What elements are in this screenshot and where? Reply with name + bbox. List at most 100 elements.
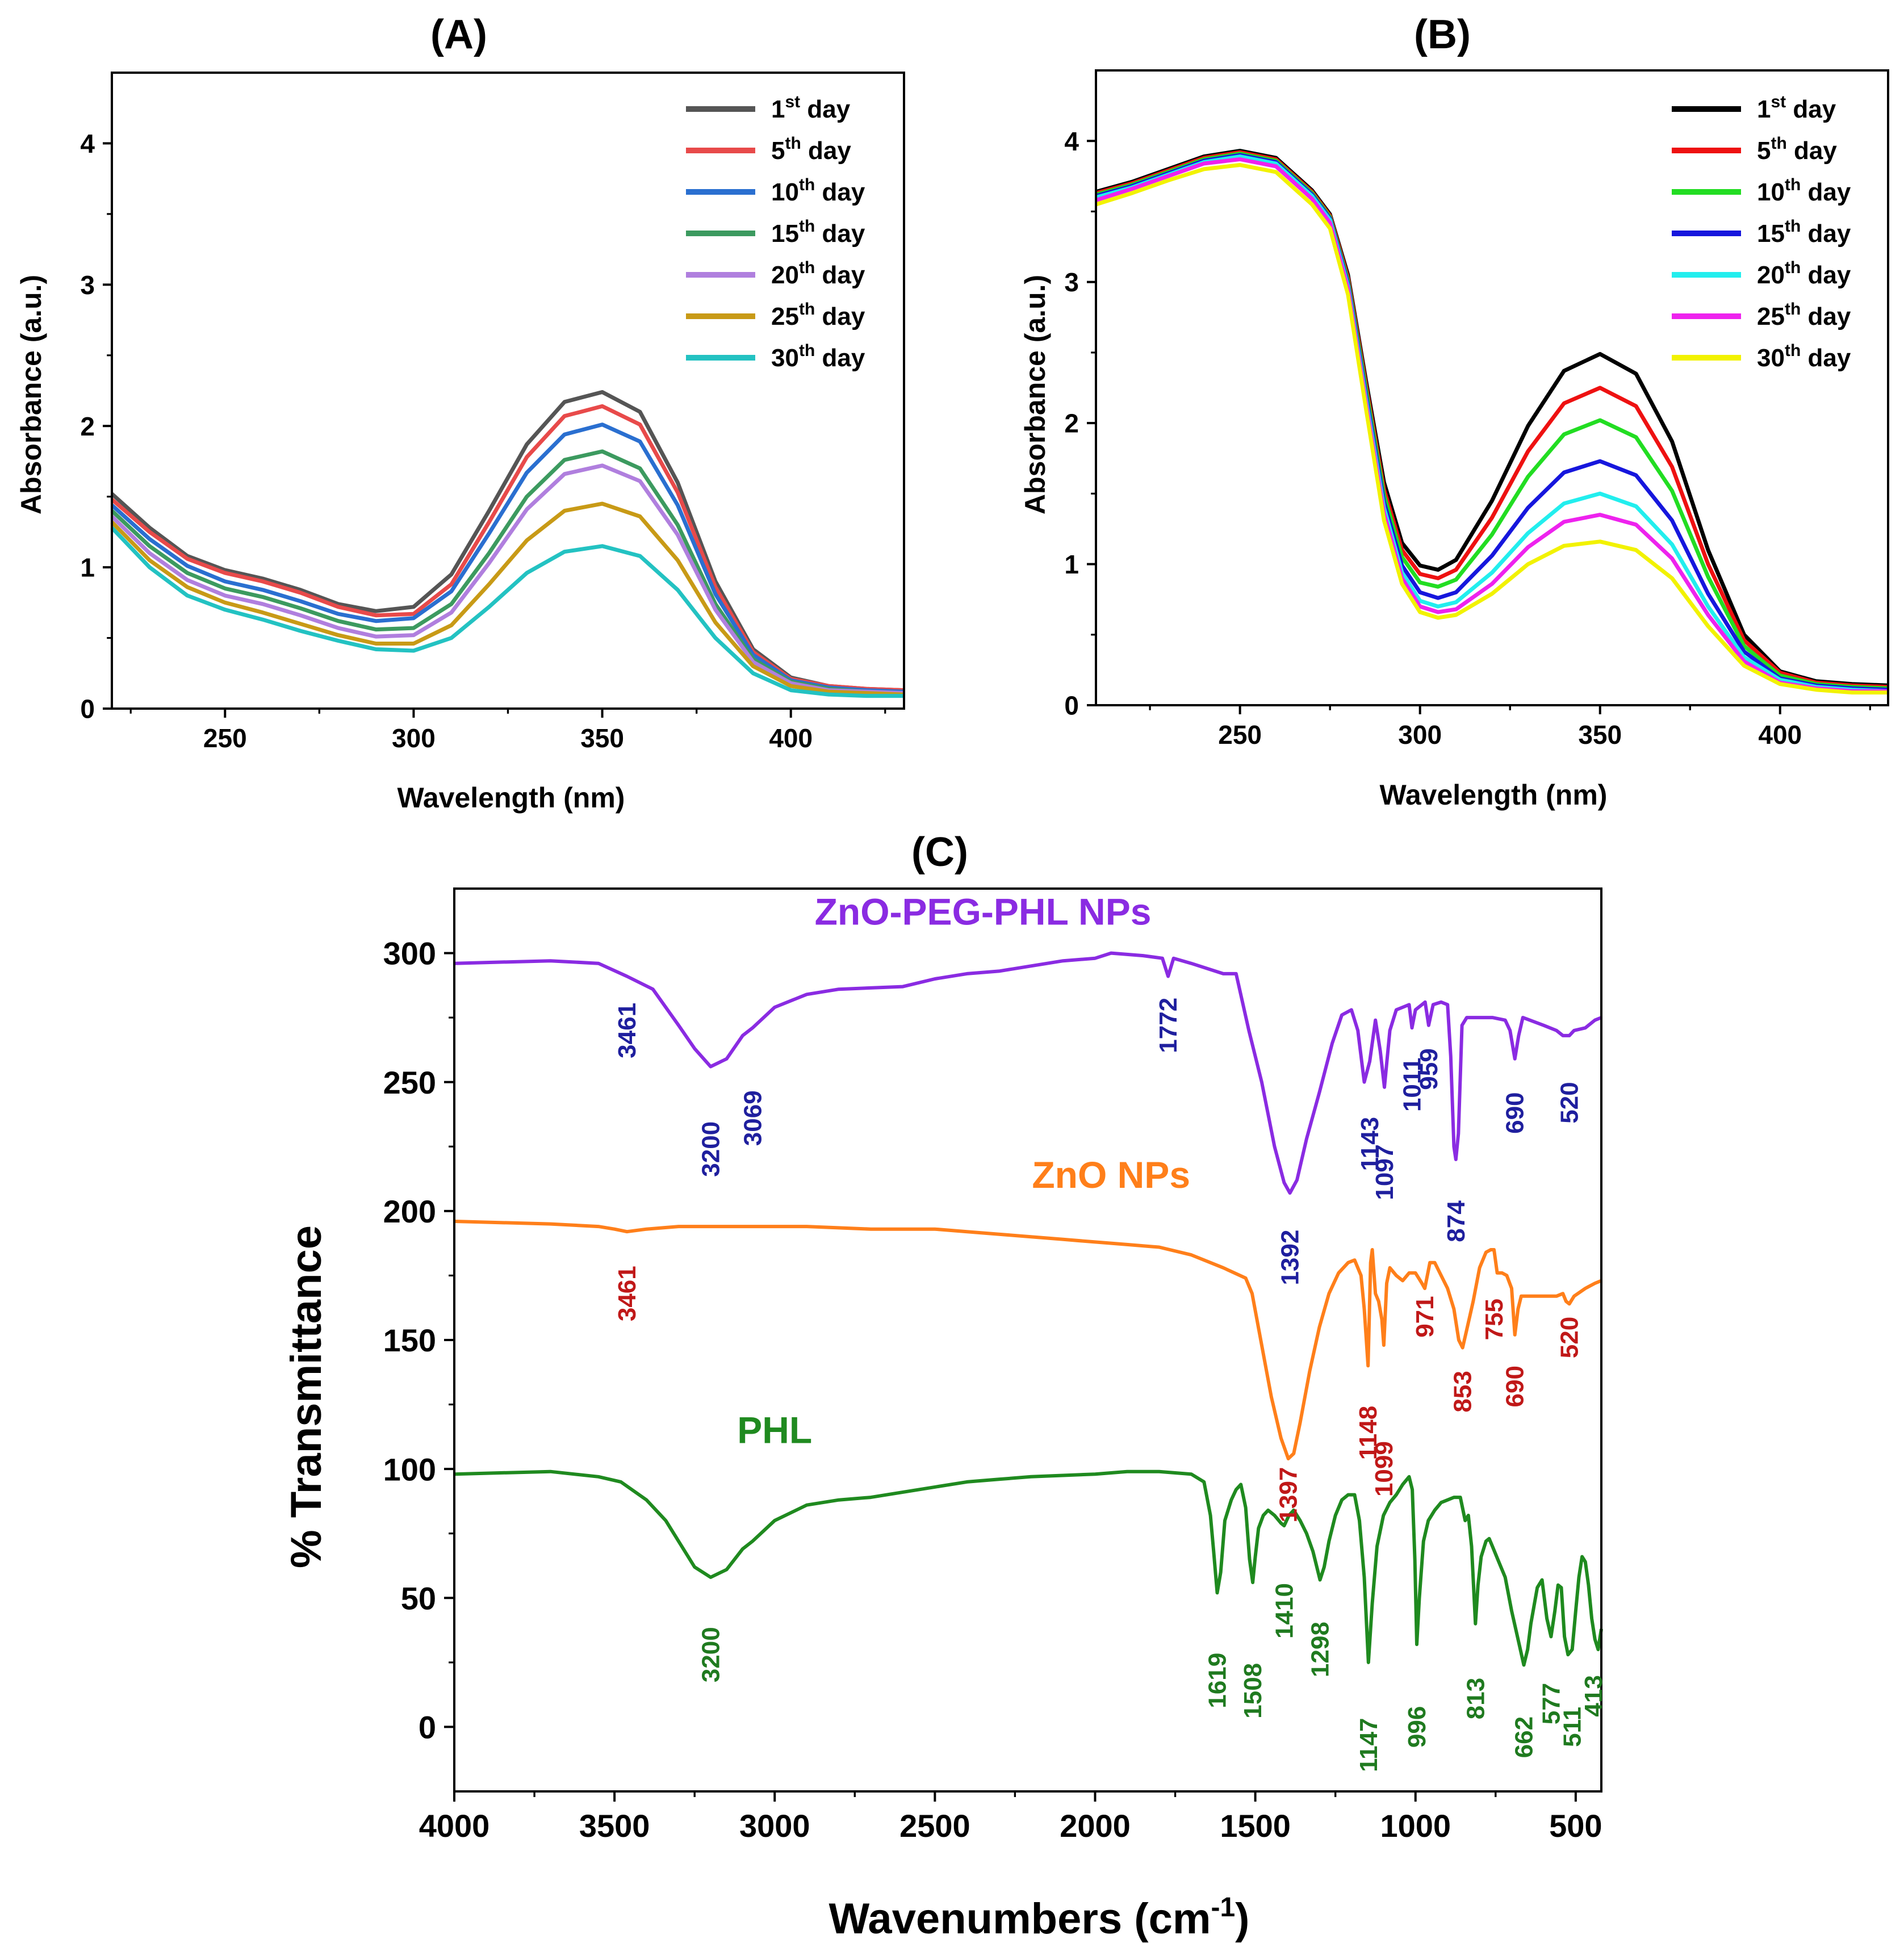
panel-c-peak-annotation: 1099 <box>1370 1441 1398 1497</box>
panel-c-peak-annotation: 853 <box>1449 1371 1477 1412</box>
panel-b-legend-entry: 1st day <box>1757 93 1836 123</box>
panel-a-legend-entry: 15th day <box>771 217 865 248</box>
panel-c-y-tick-label: 300 <box>383 936 436 972</box>
panel-b-uv-vis-chart: (B) 250 300 350 400 0 1 2 3 4 1st day 5th day 10th… <box>1019 12 1889 811</box>
panel-c-x-tick-label: 500 <box>1549 1808 1602 1844</box>
panel-c-x-tick-label: 1000 <box>1380 1808 1451 1844</box>
panel-c-peak-annotation: 996 <box>1403 1706 1431 1748</box>
panel-c-y-tick-label: 50 <box>401 1580 436 1616</box>
panel-b-series-line-5 <box>1095 157 1888 693</box>
panel-c-peak-annotation: 3200 <box>697 1121 725 1177</box>
panel-c-peak-annotation: 1147 <box>1355 1718 1383 1772</box>
panel-b-y-tick-label: 0 <box>1064 691 1079 721</box>
panel-a-x-tick-label: 300 <box>392 723 436 753</box>
panel-c-peak-annotation: 1143 <box>1356 1117 1384 1171</box>
panel-c-peak-annotation: 1298 <box>1307 1622 1334 1677</box>
panel-a-legend-entry: 20th day <box>771 258 865 289</box>
panel-a-series-line-2 <box>110 422 905 694</box>
panel-c-peak-annotation: 3200 <box>697 1627 725 1682</box>
panel-c-peak-annotation: 690 <box>1501 1092 1529 1133</box>
panel-c-peak-annotation: 1397 <box>1275 1467 1303 1523</box>
panel-c-peak-annotation: 959 <box>1415 1048 1443 1090</box>
panel-c-peak-annotation: 1097 <box>1371 1145 1399 1200</box>
panel-b-x-tick-label: 350 <box>1578 720 1622 749</box>
panel-b-y-tick-label: 4 <box>1064 127 1079 156</box>
panel-b-x-tick-label: 400 <box>1758 720 1802 749</box>
panel-a-label: (A) <box>430 12 487 57</box>
panel-c-y-tick-label: 0 <box>419 1710 436 1745</box>
panel-a-y-tick-label: 2 <box>80 412 95 441</box>
panel-c-peak-annotation: 690 <box>1501 1366 1529 1407</box>
panel-a-series-line-4 <box>110 463 905 696</box>
panel-a-legend: 1st day 5th day 10th day 15th day 20th day 25… <box>686 93 865 372</box>
panel-b-label: (B) <box>1414 12 1471 57</box>
panel-c-y-tick-label: 200 <box>383 1194 436 1229</box>
panel-a-y-tick-label: 4 <box>80 129 95 158</box>
panel-c-peak-annotation: 755 <box>1480 1299 1508 1340</box>
panel-c-series-label-0: ZnO-PEG-PHL NPs <box>815 891 1152 933</box>
panel-c-x-axis-label: Wavenumbers (cm-1) <box>829 1892 1250 1943</box>
panel-c-label: (C) <box>911 830 968 875</box>
panel-b-x-axis-label: Wavelength (nm) <box>1380 779 1608 811</box>
panel-c-peak-annotation: 971 <box>1411 1296 1439 1337</box>
panel-a-legend-entry: 25th day <box>771 300 865 330</box>
panel-a-x-tick-label: 350 <box>580 723 624 753</box>
panel-b-legend-entry: 25th day <box>1757 300 1851 330</box>
panel-c-x-tick-label: 1500 <box>1220 1808 1291 1844</box>
panel-a-legend-entry: 10th day <box>771 175 865 206</box>
panel-c-peak-annotation: 1508 <box>1239 1663 1267 1719</box>
panel-a-legend-entry: 5th day <box>771 134 851 165</box>
panel-c-y-tick-label: 150 <box>383 1322 436 1358</box>
panel-a-legend-entry: 30th day <box>771 341 865 372</box>
panel-c-peak-annotation: 511 <box>1559 1707 1587 1747</box>
panel-c-series-label-2: PHL <box>737 1409 812 1451</box>
panel-b-y-tick-label: 3 <box>1064 267 1079 297</box>
panel-b-x-tick-label: 250 <box>1218 720 1262 749</box>
panel-b-legend: 1st day 5th day 10th day 15th day 20th day 25… <box>1672 93 1851 372</box>
panel-b-y-tick-label: 1 <box>1064 550 1079 579</box>
panel-c-y-tick-label: 100 <box>383 1451 436 1487</box>
panel-a-series-line-5 <box>110 501 905 697</box>
panel-c-peak-annotation: 1619 <box>1204 1653 1232 1709</box>
panel-b-legend-entry: 10th day <box>1757 175 1851 206</box>
panel-c-series-label-1: ZnO NPs <box>1032 1154 1190 1196</box>
panel-c-peak-annotation: 874 <box>1442 1200 1470 1242</box>
panel-c-ftir-chart: (C) 4000 3500 3000 2500 2000 1500 1000 500 0 50 10… <box>282 830 1608 1943</box>
panel-a-plot-area: 250 300 350 400 0 1 2 3 4 <box>80 72 905 753</box>
panel-b-axes-frame <box>1095 69 1889 706</box>
panel-c-x-tick-label: 4000 <box>419 1808 490 1844</box>
panel-c-y-axis-label: % Transmittance <box>282 1225 330 1568</box>
panel-c-peak-annotation: 3069 <box>739 1090 767 1146</box>
panel-a-y-tick-label: 1 <box>80 553 95 583</box>
panel-a-x-tick-label: 400 <box>769 723 813 753</box>
panel-c-peak-annotation: 1148 <box>1354 1406 1382 1460</box>
panel-c-plot-area: 4000 3500 3000 2500 2000 1500 1000 500 0 50 100 150… <box>383 887 1608 1844</box>
panel-a-y-tick-label: 3 <box>80 270 95 300</box>
panel-a-x-axis-label: Wavelength (nm) <box>397 782 625 814</box>
panel-c-series-line-2 <box>454 1469 1603 1667</box>
panel-a-series-line-6 <box>110 526 904 698</box>
panel-a-y-axis-label: Absorbance (a.u.) <box>15 275 47 514</box>
panel-c-peak-annotation: 662 <box>1510 1716 1538 1758</box>
panel-b-plot-area: 250 300 350 400 0 1 2 3 4 <box>1064 69 1889 749</box>
panel-c-peak-annotation: 3461 <box>613 1003 641 1058</box>
panel-c-x-tick-label: 2000 <box>1060 1808 1131 1844</box>
panel-c-y-tick-label: 250 <box>383 1065 436 1100</box>
panel-c-peak-annotation: 1410 <box>1270 1583 1298 1639</box>
panel-c-peak-annotation: 1392 <box>1277 1230 1304 1285</box>
panel-c-peak-annotation: 3461 <box>613 1266 641 1321</box>
panel-a-legend-entry: 1st day <box>771 93 851 123</box>
panel-b-legend-entry: 15th day <box>1757 217 1851 248</box>
panel-c-x-tick-label: 3000 <box>739 1808 810 1844</box>
panel-b-legend-entry: 20th day <box>1757 258 1851 289</box>
panel-a-y-tick-label: 0 <box>80 694 95 724</box>
panel-c-peak-annotation: 577 <box>1537 1683 1565 1724</box>
panel-c-peak-annotation: 813 <box>1462 1678 1489 1719</box>
panel-c-series-line-0 <box>454 951 1602 1195</box>
panel-a-x-tick-label: 250 <box>203 723 247 753</box>
panel-b-series-line-4 <box>1095 154 1889 693</box>
panel-b-legend-entry: 5th day <box>1757 134 1837 165</box>
panel-c-peak-annotation: 1772 <box>1154 998 1182 1053</box>
panel-a-uv-vis-chart: (A) 250 300 350 400 0 1 2 3 4 1st day 5th day 10th… <box>15 12 905 814</box>
